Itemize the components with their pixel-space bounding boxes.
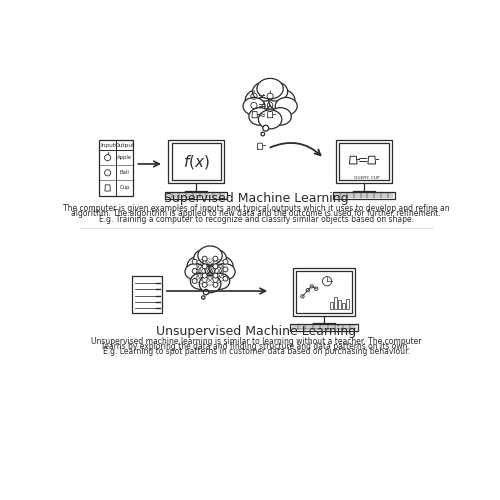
Ellipse shape [252,82,276,101]
Circle shape [213,256,218,261]
Polygon shape [168,140,224,183]
Polygon shape [166,192,227,198]
Circle shape [263,125,268,131]
Polygon shape [333,192,395,198]
Circle shape [223,260,228,264]
Circle shape [192,278,197,283]
Polygon shape [293,268,355,316]
Ellipse shape [275,98,297,115]
Circle shape [192,268,197,274]
Ellipse shape [258,110,282,129]
Circle shape [202,282,207,288]
Bar [334,297,337,310]
Bar [338,300,341,310]
Text: ≠: ≠ [258,100,266,110]
Ellipse shape [185,264,206,280]
Circle shape [204,290,208,295]
Text: algorithm. The algorithm is applied to new data and the outcome is used for furt: algorithm. The algorithm is applied to n… [72,210,441,218]
Polygon shape [296,271,352,312]
Circle shape [213,273,218,278]
Circle shape [202,273,207,278]
Ellipse shape [268,90,295,112]
Circle shape [202,296,205,299]
Circle shape [202,256,207,261]
Ellipse shape [192,258,228,285]
Ellipse shape [208,256,233,276]
Circle shape [261,132,264,136]
Ellipse shape [194,250,216,267]
Circle shape [202,264,207,269]
Text: The computer is given examples of inputs and typical outputs which it uses to de: The computer is given examples of inputs… [63,204,450,213]
Ellipse shape [249,108,271,125]
Text: ≠: ≠ [258,91,266,101]
Ellipse shape [204,250,227,267]
Ellipse shape [264,82,287,101]
Text: Output: Output [114,142,135,148]
Polygon shape [132,276,162,312]
Ellipse shape [199,275,221,293]
Text: Cup: Cup [120,186,130,190]
Circle shape [223,267,228,272]
Ellipse shape [190,273,210,289]
Text: Supervised Machine Learning: Supervised Machine Learning [164,192,348,205]
Text: Unsupervised Machine Learning: Unsupervised Machine Learning [156,324,356,338]
Ellipse shape [187,256,212,276]
Circle shape [192,260,197,264]
Ellipse shape [257,78,283,99]
Ellipse shape [251,92,289,121]
Ellipse shape [270,108,291,125]
Text: Input: Input [100,142,115,148]
Ellipse shape [198,246,222,265]
Ellipse shape [245,90,272,112]
Text: Apple: Apple [117,155,132,160]
Text: QUERY: CUP: QUERY: CUP [354,176,380,180]
Text: E.g. Training a computer to recognize and classify similar objects based on shap: E.g. Training a computer to recognize an… [99,215,414,224]
Text: Ball: Ball [120,170,130,175]
Polygon shape [340,143,388,180]
Ellipse shape [210,273,230,289]
Polygon shape [290,324,358,331]
Text: ≈: ≈ [258,110,266,120]
Circle shape [223,276,228,281]
Polygon shape [336,140,392,183]
Text: E.g. Learning to spot patterns in customer data based on purchasing behaviour.: E.g. Learning to spot patterns in custom… [103,348,410,356]
Text: Unsupervised machine learning is similar to learning without a teacher. The comp: Unsupervised machine learning is similar… [91,336,422,345]
Text: learns by exploring the data and finding structure and data patterns on its own.: learns by exploring the data and finding… [102,342,410,351]
Text: $f(x)$: $f(x)$ [182,152,210,170]
Ellipse shape [215,264,235,280]
Ellipse shape [243,98,265,115]
Text: =: = [357,154,368,166]
Bar [346,298,348,310]
Circle shape [213,264,218,269]
Circle shape [213,282,218,288]
Polygon shape [99,140,133,196]
Bar [330,302,333,310]
Bar [342,304,345,310]
Polygon shape [172,143,221,180]
